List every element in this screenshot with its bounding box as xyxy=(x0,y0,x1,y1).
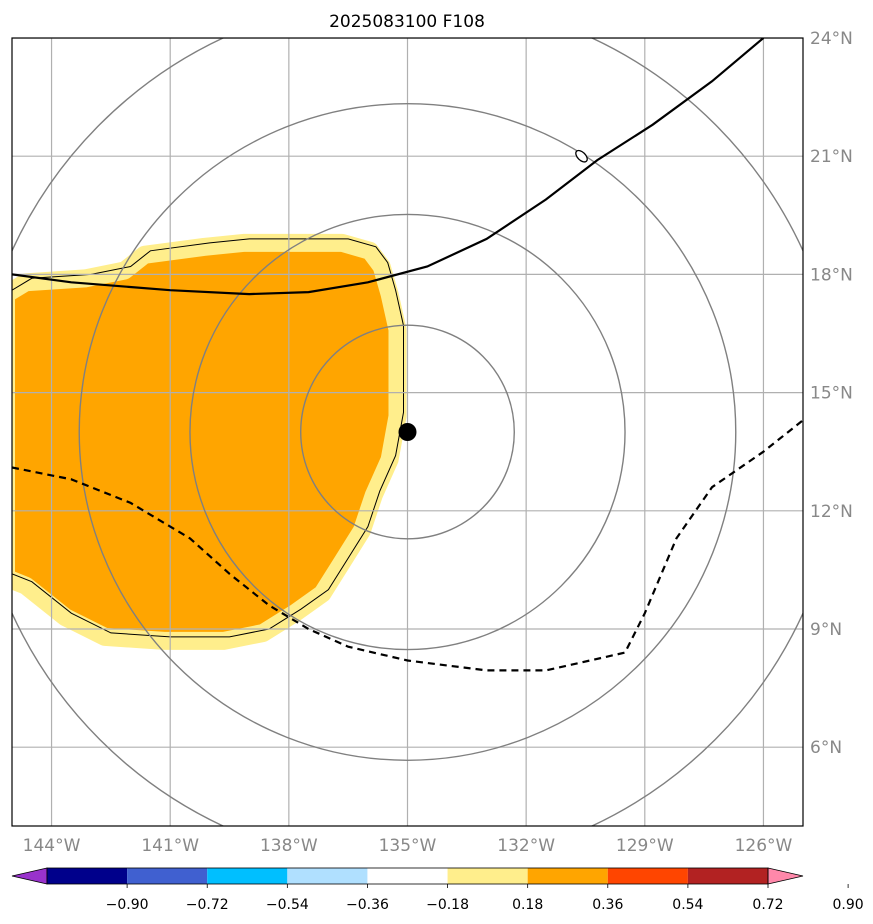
colorbar-tick-label: 0.36 xyxy=(592,897,623,913)
colorbar-tick-label: −0.90 xyxy=(106,897,149,913)
track-line-dashed xyxy=(12,419,803,672)
shaded-region-core xyxy=(12,233,407,650)
longitude-label: 129°W xyxy=(616,836,674,856)
gridlines xyxy=(12,38,803,826)
range-ring xyxy=(189,213,626,651)
latitude-label: 12°N xyxy=(810,502,853,522)
range-ring xyxy=(78,103,737,761)
markers xyxy=(398,149,588,441)
latitude-label: 18°N xyxy=(810,265,853,285)
colorbar-frame xyxy=(46,867,769,885)
latitude-label: 6°N xyxy=(810,738,842,758)
map-panel xyxy=(12,38,803,826)
range-rings xyxy=(12,38,803,826)
latitude-label: 9°N xyxy=(810,620,842,640)
longitude-label: 141°W xyxy=(141,836,199,856)
ridge-point-marker xyxy=(575,149,588,163)
colorbar-segment xyxy=(287,868,368,884)
latitude-label: 21°N xyxy=(810,147,853,167)
latitude-labels: 24°N 21°N 18°N 15°N 12°N 9°N 6°N xyxy=(810,29,853,758)
colorbar-tick-label: −0.18 xyxy=(426,897,469,913)
colorbar-tick-label: 0.18 xyxy=(512,897,543,913)
colorbar-tick-label: 0.54 xyxy=(672,897,703,913)
colorbar-tick-label: −0.36 xyxy=(346,897,389,913)
longitude-label: 126°W xyxy=(735,836,793,856)
longitude-label: 135°W xyxy=(379,836,437,856)
colorbar-segment xyxy=(127,868,208,884)
shaded-field-layer xyxy=(12,233,407,650)
colorbar-segment xyxy=(367,868,448,884)
colorbar-tick-label: −0.72 xyxy=(186,897,229,913)
colorbar-segment xyxy=(47,868,128,884)
colorbar-segment xyxy=(687,868,768,884)
colorbar xyxy=(11,867,804,885)
longitude-labels: 144°W 141°W 138°W 135°W 132°W 129°W 126°W xyxy=(23,836,793,856)
colorbar-tick-label: 0.90 xyxy=(833,897,864,913)
colorbar-extend-high xyxy=(767,867,804,885)
map-title: 2025083100 F108 xyxy=(329,12,485,32)
colorbar-tick-label: −0.54 xyxy=(266,897,309,913)
range-ring xyxy=(300,324,515,540)
colorbar-segment xyxy=(607,868,688,884)
colorbar-tick-label: 0.72 xyxy=(752,897,783,913)
longitude-label: 138°W xyxy=(260,836,318,856)
colorbar-labels: −0.90 −0.72 −0.54 −0.36 −0.18 0.18 0.36 0.54 0.7… xyxy=(106,884,864,913)
colorbar-segment xyxy=(447,868,528,884)
latitude-label: 24°N xyxy=(810,29,853,49)
ridge-line-solid xyxy=(12,38,765,296)
colorbar-segment xyxy=(207,868,288,884)
longitude-label: 144°W xyxy=(23,836,81,856)
latitude-label: 15°N xyxy=(810,384,853,404)
colorbar-segment xyxy=(527,868,608,884)
colorbar-extend-low xyxy=(11,867,48,885)
map-frame xyxy=(11,37,804,827)
contour-lines xyxy=(12,38,803,672)
longitude-label: 132°W xyxy=(497,836,555,856)
storm-center-marker xyxy=(398,423,417,441)
